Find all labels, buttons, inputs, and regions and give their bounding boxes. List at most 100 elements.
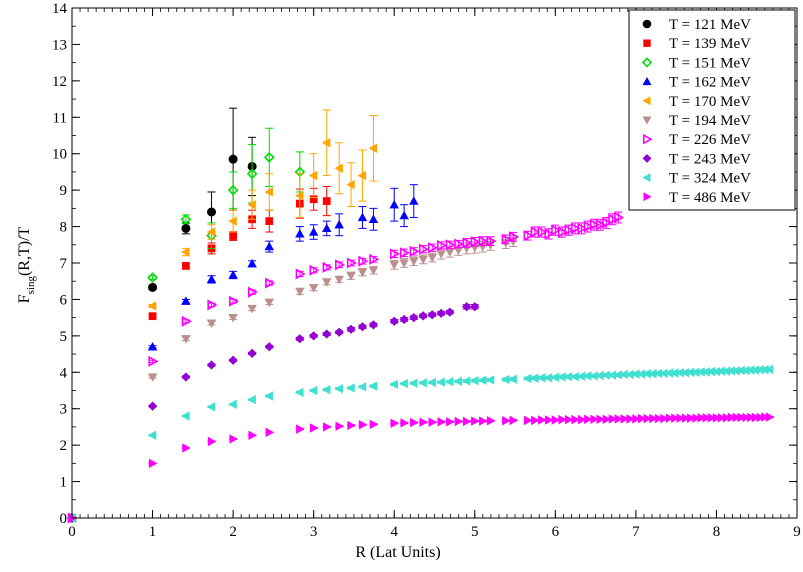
- data-point: [462, 237, 473, 249]
- data-point: [399, 314, 409, 325]
- data-point: [247, 200, 256, 210]
- data-point: [409, 196, 419, 205]
- data-point: [632, 414, 641, 424]
- legend-marker: [642, 116, 652, 125]
- data-point: [410, 417, 419, 428]
- y-tick-label: 5: [60, 329, 68, 345]
- data-point: [436, 377, 445, 387]
- data-point: [206, 402, 216, 412]
- data-point: [308, 284, 319, 293]
- data-point: [389, 379, 398, 390]
- data-point: [347, 420, 356, 431]
- data-point: [228, 399, 237, 410]
- data-point: [564, 224, 575, 236]
- data-point: [399, 259, 409, 268]
- data-point: [182, 262, 190, 270]
- data-point: [502, 416, 511, 426]
- data-point: [182, 443, 191, 453]
- data-point: [296, 424, 305, 434]
- data-point: [322, 278, 332, 287]
- data-point: [265, 217, 274, 225]
- y-axis-label-main: F: [16, 294, 33, 303]
- data-point: [322, 329, 332, 339]
- data-point: [368, 381, 378, 391]
- data-point: [369, 419, 379, 430]
- data-point: [334, 275, 344, 285]
- data-point: [409, 245, 420, 257]
- data-point: [322, 223, 332, 233]
- data-point: [147, 430, 157, 441]
- data-point: [590, 414, 599, 424]
- data-point: [399, 210, 409, 220]
- legend-box: [628, 9, 796, 211]
- data-point: [761, 412, 770, 422]
- data-point: [334, 219, 344, 229]
- y-tick-label: 1: [60, 475, 68, 491]
- data-point: [697, 413, 706, 423]
- data-point: [322, 197, 331, 205]
- data-point: [462, 302, 472, 312]
- data-point: [264, 241, 274, 251]
- data-point: [147, 341, 158, 351]
- data-point: [523, 230, 534, 242]
- data-point: [357, 268, 368, 277]
- data-point: [148, 355, 159, 367]
- data-point: [399, 247, 410, 259]
- data-point: [537, 226, 548, 238]
- data-point: [206, 274, 217, 284]
- data-point: [265, 427, 275, 438]
- data-point: [181, 411, 190, 421]
- data-point: [228, 216, 237, 226]
- legend: T = 121 MeV T = 139 MeV T = 151 MeV T = 162…: [628, 9, 796, 211]
- data-point: [346, 272, 356, 281]
- data-point: [544, 228, 555, 240]
- legend-marker: [643, 39, 651, 47]
- data-point: [390, 418, 400, 428]
- data-point: [608, 213, 619, 225]
- y-tick-label: 12: [52, 74, 67, 90]
- data-point: [427, 310, 437, 320]
- data-point: [357, 170, 367, 181]
- data-point: [228, 295, 239, 307]
- data-point: [358, 420, 368, 430]
- data-point: [485, 375, 495, 385]
- series-9: [67, 364, 774, 523]
- data-point: [418, 243, 429, 255]
- data-point: [390, 248, 401, 260]
- data-point: [264, 342, 274, 352]
- data-point: [471, 416, 480, 426]
- data-point: [702, 413, 712, 423]
- data-point: [453, 376, 463, 387]
- data-point: [717, 413, 727, 423]
- y-axis-label-sub: sing: [25, 276, 37, 295]
- legend-label: T = 226 MeV: [669, 132, 751, 148]
- data-point: [445, 307, 455, 317]
- data-point: [571, 414, 580, 425]
- data-point: [602, 414, 612, 424]
- data-point: [308, 385, 318, 396]
- data-point: [357, 382, 367, 392]
- data-point: [712, 413, 722, 423]
- data-point: [228, 355, 238, 365]
- x-tick-label: 6: [552, 524, 560, 540]
- data-point: [687, 413, 696, 423]
- data-point: [501, 233, 512, 245]
- data-point: [751, 412, 761, 423]
- y-tick-label: 13: [52, 37, 67, 53]
- data-point: [444, 377, 454, 387]
- x-tick-label: 0: [68, 524, 76, 540]
- legend-marker: [641, 57, 653, 68]
- data-point: [207, 207, 217, 217]
- data-point: [544, 415, 554, 425]
- data-point: [418, 255, 428, 265]
- y-tick-label: 7: [60, 256, 68, 272]
- data-point: [557, 226, 568, 238]
- data-point: [206, 319, 217, 328]
- data-point: [742, 412, 751, 423]
- data-point: [322, 261, 333, 273]
- data-point: [461, 376, 471, 386]
- data-point: [470, 236, 481, 248]
- data-point: [229, 434, 238, 444]
- data-point: [346, 257, 357, 269]
